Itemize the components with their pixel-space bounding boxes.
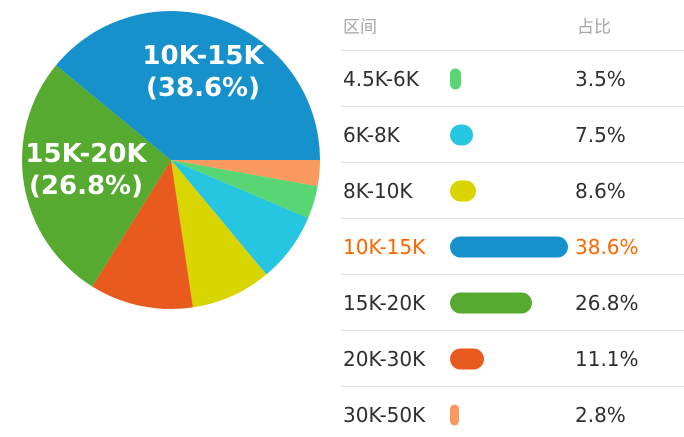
range-label: 20K-30K [343, 346, 426, 371]
share-bar [450, 348, 484, 369]
table-body: 4.5K-6K 3.5% 6K-8K 7.5% 8K-10K 8.6% 10K-15K 38.… [330, 51, 684, 437]
table-row-8K-10K[interactable]: 8K-10K 8.6% [341, 163, 684, 219]
pie-slice-15K-20K[interactable] [22, 65, 172, 287]
share-bar [450, 68, 461, 89]
range-label: 10K-15K [343, 234, 426, 259]
range-label: 8K-10K [343, 178, 413, 203]
pie-slice-20K-30K[interactable] [92, 160, 193, 310]
table-row-15K-20K[interactable]: 15K-20K 26.8% [341, 275, 684, 331]
header-range: 区间 [343, 17, 377, 38]
header-share: 占比 [577, 17, 611, 38]
share-percent: 38.6% [575, 234, 639, 259]
range-label: 4.5K-6K [343, 66, 419, 91]
table-row-20K-30K[interactable]: 20K-30K 11.1% [341, 331, 684, 387]
table-row-4.5K-6K[interactable]: 4.5K-6K 3.5% [341, 51, 684, 107]
share-percent: 7.5% [575, 122, 626, 147]
pie-slice-10K-15K[interactable] [56, 11, 321, 161]
table-row-6K-8K[interactable]: 6K-8K 7.5% [341, 107, 684, 163]
share-percent: 3.5% [575, 66, 626, 91]
pie-chart: 10K-15K (38.6%) 15K-20K (26.8%) [22, 11, 321, 310]
share-bar [450, 292, 532, 313]
pie-slice-30K-50K[interactable] [171, 160, 320, 187]
share-bar [450, 236, 568, 257]
share-bar [450, 180, 477, 201]
share-bar [450, 124, 473, 145]
share-percent: 11.1% [575, 346, 639, 371]
share-bar [450, 404, 459, 425]
pie-slice-6K-8K[interactable] [171, 160, 309, 275]
pie-chart-svg [22, 11, 321, 310]
table-header-row: 区间 占比 [341, 0, 684, 51]
table-row-30K-50K[interactable]: 30K-50K 2.8% [341, 387, 684, 437]
share-percent: 2.8% [575, 402, 626, 427]
share-percent: 8.6% [575, 178, 626, 203]
legend-table: 区间 占比 4.5K-6K 3.5% 6K-8K 7.5% 8K-10K 8.6% 10K-… [330, 0, 684, 437]
table-row-10K-15K[interactable]: 10K-15K 38.6% [341, 219, 684, 275]
range-label: 6K-8K [343, 122, 400, 147]
range-label: 15K-20K [343, 290, 426, 315]
share-percent: 26.8% [575, 290, 639, 315]
pie-slice-8K-10K[interactable] [171, 160, 267, 308]
pie-slice-4.5K-6K[interactable] [171, 160, 318, 219]
range-label: 30K-50K [343, 402, 426, 427]
